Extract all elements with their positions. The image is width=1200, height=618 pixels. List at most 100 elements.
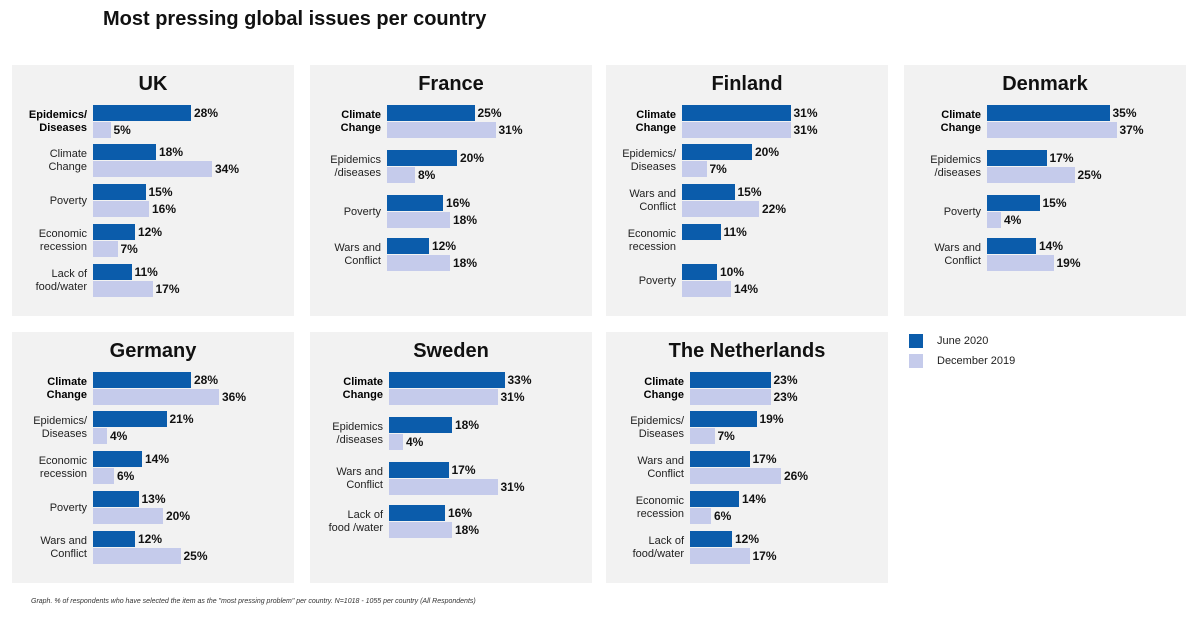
value-label-june-2020: 15% [148, 185, 173, 199]
value-label-december-2019: 17% [155, 282, 180, 296]
value-label-december-2019: 34% [215, 162, 240, 176]
panel-title: Finland [711, 73, 783, 95]
value-label-december-2019: 19% [1056, 256, 1081, 270]
category-label: Economic recession [38, 228, 87, 253]
bar-december-2019 [93, 548, 181, 564]
panel-title: Sweden [413, 340, 489, 362]
bar-december-2019 [93, 201, 149, 217]
value-label-june-2020: 19% [759, 412, 784, 426]
value-label-december-2019: 5% [113, 123, 131, 137]
bar-december-2019 [690, 389, 771, 405]
value-label-december-2019: 36% [222, 390, 247, 404]
bar-june-2020 [93, 224, 135, 240]
bar-june-2020 [690, 451, 750, 467]
value-label-june-2020: 12% [138, 532, 163, 546]
value-label-june-2020: 11% [134, 265, 158, 279]
value-label-june-2020: 13% [141, 492, 166, 506]
bar-december-2019 [682, 281, 731, 297]
value-label-june-2020: 10% [720, 265, 745, 279]
category-label: Poverty [343, 205, 381, 218]
category-label: Epidemics/Diseases [28, 109, 87, 134]
category-label: Epidemics/diseases [930, 154, 981, 179]
bar-december-2019 [387, 167, 415, 183]
value-label-december-2019: 31% [793, 123, 818, 137]
value-label-june-2020: 35% [1112, 106, 1137, 120]
bar-december-2019 [93, 468, 114, 484]
bar-december-2019 [387, 122, 496, 138]
chart-panel-denmark: Denmark Climate Change 35% 37% Epidemics/dise… [904, 65, 1186, 316]
category-label: Epidemics/diseases [332, 421, 383, 446]
bar-june-2020 [987, 150, 1047, 166]
value-label-december-2019: 37% [1119, 123, 1144, 137]
value-label-december-2019: 31% [500, 390, 525, 404]
bar-june-2020 [682, 144, 752, 160]
panel-title: Germany [109, 340, 197, 362]
bar-december-2019 [93, 161, 212, 177]
panel-title: UK [138, 73, 168, 95]
category-label: Epidemics/diseases [330, 154, 381, 179]
bar-june-2020 [987, 105, 1110, 121]
value-label-june-2020: 23% [773, 373, 798, 387]
category-label: Climate Change [48, 148, 87, 173]
value-label-june-2020: 17% [451, 463, 476, 477]
value-label-december-2019: 4% [1004, 213, 1022, 227]
category-label: Wars and Conflict [629, 188, 676, 213]
legend-swatch-june [909, 334, 923, 348]
bar-june-2020 [682, 264, 717, 280]
category-label: Lack of food /water [328, 509, 383, 534]
category-label: Wars and Conflict [334, 242, 381, 267]
bar-june-2020 [389, 417, 452, 433]
value-label-december-2019: 7% [120, 242, 138, 256]
chart-panel-germany: Germany Climate Change 28% 36% Epidemics/Dise… [12, 332, 294, 583]
value-label-december-2019: 20% [166, 509, 191, 523]
bar-december-2019 [682, 201, 759, 217]
bar-december-2019 [690, 428, 715, 444]
bar-june-2020 [93, 531, 135, 547]
category-label: Climate Change [46, 376, 87, 401]
value-label-june-2020: 11% [723, 225, 747, 239]
value-label-june-2020: 18% [455, 418, 480, 432]
bar-june-2020 [93, 105, 191, 121]
value-label-june-2020: 17% [1049, 151, 1074, 165]
value-label-december-2019: 18% [453, 213, 478, 227]
category-label: Epidemics/Diseases [622, 148, 676, 173]
bar-june-2020 [690, 372, 771, 388]
bar-june-2020 [387, 150, 457, 166]
bar-june-2020 [93, 451, 142, 467]
panel-title: The Netherlands [668, 340, 826, 362]
category-label: Economic recession [627, 228, 676, 253]
bar-december-2019 [387, 212, 450, 228]
value-label-december-2019: 4% [110, 429, 128, 443]
value-label-december-2019: 7% [717, 429, 735, 443]
category-label: Wars and Conflict [336, 466, 383, 491]
value-label-december-2019: 4% [406, 435, 424, 449]
category-label: Poverty [49, 501, 87, 514]
value-label-december-2019: 6% [714, 509, 732, 523]
bar-december-2019 [987, 212, 1001, 228]
value-label-december-2019: 22% [762, 202, 787, 216]
value-label-december-2019: 6% [117, 469, 135, 483]
bar-december-2019 [682, 122, 791, 138]
bar-june-2020 [387, 105, 475, 121]
bar-december-2019 [93, 241, 118, 257]
chart-panel-france: France Climate Change 25% 31% Epidemics/disea… [310, 65, 592, 316]
value-label-june-2020: 12% [735, 532, 760, 546]
value-label-june-2020: 31% [793, 106, 818, 120]
bar-june-2020 [389, 462, 449, 478]
panel-title: Denmark [1002, 73, 1088, 95]
value-label-december-2019: 26% [784, 469, 809, 483]
value-label-june-2020: 20% [460, 151, 485, 165]
category-label: Climate Change [340, 109, 381, 134]
value-label-june-2020: 21% [169, 412, 194, 426]
value-label-december-2019: 23% [773, 390, 798, 404]
bar-december-2019 [682, 161, 707, 177]
value-label-december-2019: 31% [498, 123, 523, 137]
bar-june-2020 [987, 238, 1036, 254]
category-label: Climate Change [643, 376, 684, 401]
legend-label-december: December 2019 [937, 355, 1016, 367]
value-label-june-2020: 18% [159, 145, 184, 159]
category-label: Climate Change [940, 109, 981, 134]
bar-june-2020 [690, 491, 739, 507]
value-label-june-2020: 28% [194, 106, 219, 120]
bar-december-2019 [690, 548, 750, 564]
